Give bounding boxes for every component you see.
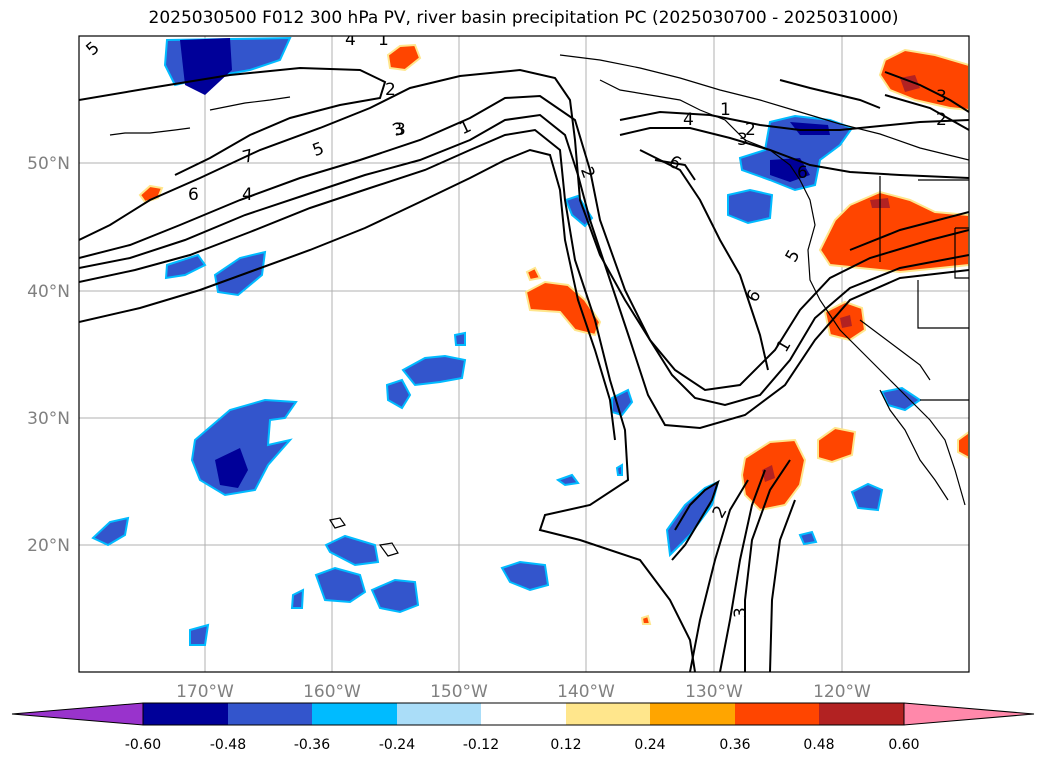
precip-blob-neg bbox=[453, 331, 466, 346]
lat-tick-label: 50°N bbox=[27, 154, 70, 174]
precip-blob-pos bbox=[525, 266, 542, 282]
precip-blob-pos bbox=[762, 465, 775, 482]
precip-blob-neg bbox=[215, 448, 248, 488]
colorbar-tick-label: -0.24 bbox=[379, 737, 415, 753]
precip-blob-neg bbox=[189, 623, 210, 646]
contour-label: 6 bbox=[188, 185, 199, 205]
colorbar-bin bbox=[312, 703, 397, 725]
precip-blob-pos bbox=[640, 614, 652, 625]
lat-tick-label: 30°N bbox=[27, 409, 70, 429]
precip-blob-neg bbox=[500, 560, 550, 592]
contour-label: 4 bbox=[683, 110, 694, 130]
precip-blob-neg bbox=[370, 578, 420, 614]
contour-label: 4 bbox=[242, 185, 253, 205]
contour-label: 2 bbox=[936, 110, 947, 130]
contour-label: 7 bbox=[240, 146, 256, 168]
precip-blob-neg bbox=[164, 253, 207, 280]
map-title: 2025030500 F012 300 hPa PV, river basin … bbox=[148, 8, 899, 28]
colorbar-tick-label: -0.60 bbox=[125, 737, 161, 753]
map-border bbox=[78, 35, 970, 673]
contour-label: 3 bbox=[395, 120, 406, 140]
contour-label: 2 bbox=[385, 80, 396, 100]
pv-contours bbox=[79, 66, 969, 672]
lon-tick-label: 130°W bbox=[685, 682, 743, 702]
precip-blob-neg bbox=[213, 250, 267, 297]
colorbar-tick-label: -0.12 bbox=[463, 737, 499, 753]
lon-tick-label: 140°W bbox=[557, 682, 615, 702]
precip-blob-pos bbox=[817, 426, 857, 464]
lon-tick-label: 150°W bbox=[430, 682, 488, 702]
contour-label: 1 bbox=[378, 30, 389, 50]
precip-blob-neg bbox=[401, 354, 467, 387]
lon-tick-label: 170°W bbox=[176, 682, 234, 702]
precip-blob-neg bbox=[770, 158, 810, 182]
colorbar-tick-label: 0.12 bbox=[550, 737, 581, 753]
colorbar-bin bbox=[143, 703, 228, 725]
contour-label: 3 bbox=[936, 87, 947, 107]
longitude-labels: 170°W 160°W 150°W 140°W 130°W 120°W bbox=[176, 682, 871, 702]
colorbar-tick-label: -0.48 bbox=[210, 737, 246, 753]
contour-label: 6 bbox=[797, 163, 808, 183]
precip-blob-neg bbox=[555, 473, 580, 487]
precip-blob-pos bbox=[957, 430, 969, 460]
lat-tick-label: 40°N bbox=[27, 282, 70, 302]
precip-blob-pos bbox=[386, 43, 422, 72]
precip-blob-neg bbox=[91, 516, 130, 547]
colorbar-bin bbox=[650, 703, 735, 725]
precip-blob-neg bbox=[385, 378, 412, 410]
coastlines bbox=[109, 54, 969, 557]
colorbar-bin bbox=[566, 703, 650, 725]
precip-blob-neg bbox=[324, 534, 380, 567]
colorbar-tick-label: 0.36 bbox=[719, 737, 750, 753]
colorbar-bin bbox=[397, 703, 481, 725]
precip-blob-neg bbox=[798, 530, 818, 546]
contour-label: 4 bbox=[345, 30, 356, 50]
colorbar-max-extend bbox=[903, 702, 1035, 726]
contour-label: 3 bbox=[737, 130, 748, 150]
precip-blob-neg bbox=[290, 588, 305, 609]
contour-label: 3 bbox=[731, 607, 751, 618]
colorbar-tick-label: -0.36 bbox=[294, 737, 330, 753]
precip-blob-neg bbox=[790, 122, 830, 135]
lon-tick-label: 160°W bbox=[303, 682, 361, 702]
lon-tick-label: 120°W bbox=[813, 682, 871, 702]
colorbar-min-extend bbox=[11, 702, 144, 726]
contour-label: 1 bbox=[720, 100, 731, 120]
colorbar-frame bbox=[142, 702, 905, 726]
colorbar-bin bbox=[735, 703, 819, 725]
colorbar-tick-label: 0.60 bbox=[888, 737, 919, 753]
colorbar: -0.60 -0.48 -0.36 -0.24 -0.12 0.12 0.24 … bbox=[11, 702, 1035, 753]
contour-label: 2 bbox=[745, 120, 756, 140]
precip-blob-neg bbox=[727, 188, 774, 225]
lat-tick-label: 20°N bbox=[27, 536, 70, 556]
colorbar-tick-label: 0.24 bbox=[634, 737, 665, 753]
colorbar-bin bbox=[819, 703, 904, 725]
precip-blob-neg bbox=[850, 482, 884, 512]
precip-blob-neg bbox=[615, 463, 623, 476]
precip-blob-pos bbox=[878, 48, 969, 112]
colorbar-bin bbox=[228, 703, 312, 725]
colorbar-bin bbox=[481, 703, 566, 725]
precip-blob-pos bbox=[840, 315, 852, 328]
precip-blob-neg bbox=[314, 566, 367, 604]
latitude-labels: 20°N 30°N 40°N 50°N bbox=[27, 154, 70, 556]
colorbar-tick-label: 0.48 bbox=[803, 737, 834, 753]
